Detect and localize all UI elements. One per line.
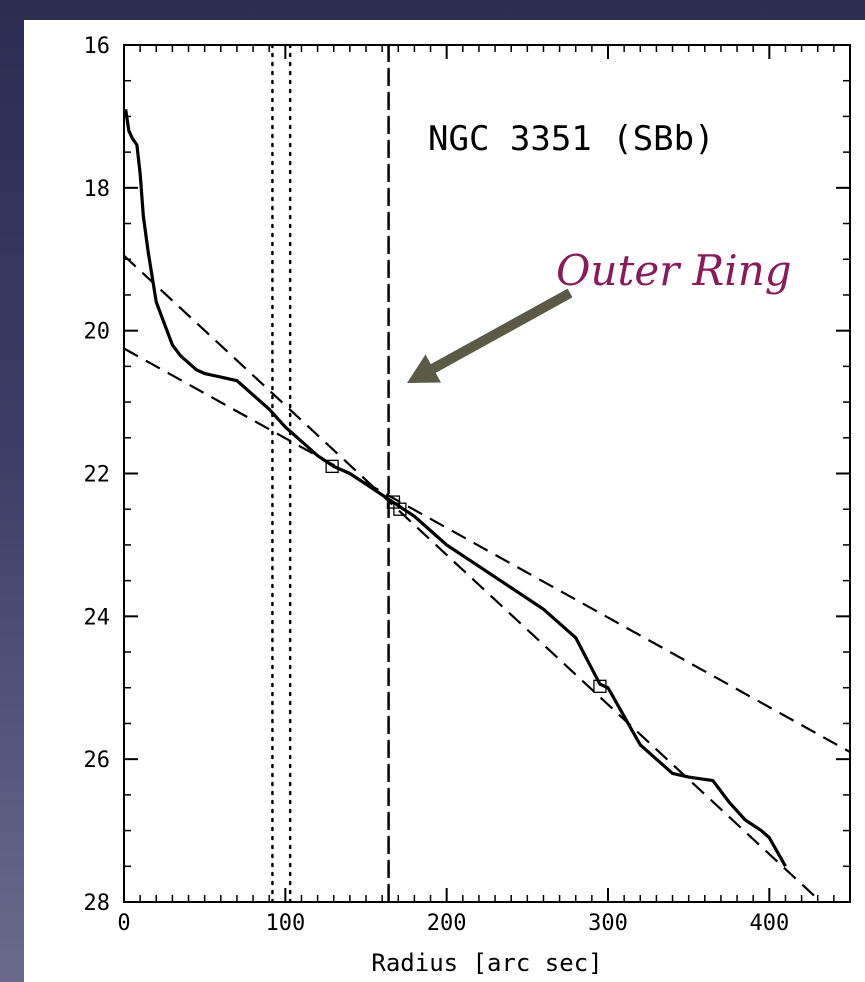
data-point-marker xyxy=(593,679,607,693)
x-tick-label: 200 xyxy=(427,911,467,936)
y-tick-label: 20 xyxy=(84,320,111,345)
chart-panel: 0 100 200 300 400 16 18 20 22 24 26 28 NGC 3351 (SB… xyxy=(24,20,865,982)
y-tick-label: 22 xyxy=(84,463,111,488)
outer-ring-arrow-icon xyxy=(407,288,573,383)
x-tick-label: 400 xyxy=(749,911,789,936)
x-tick-label: 300 xyxy=(588,911,628,936)
y-tick-label: 18 xyxy=(84,177,111,202)
outer-ring-label: Outer Ring xyxy=(556,246,792,295)
chart-title: NGC 3351 (SBb) xyxy=(428,119,715,159)
profile-series-line xyxy=(124,109,787,868)
data-point-marker xyxy=(325,459,339,474)
fit-series-line-1 xyxy=(124,347,850,753)
outer-ring-annotation: Outer Ring xyxy=(407,246,792,383)
data-point-marker xyxy=(393,502,407,516)
surface-brightness-plot: 0 100 200 300 400 16 18 20 22 24 26 28 NGC 3351 (SB… xyxy=(84,34,851,977)
plot-frame xyxy=(123,44,851,903)
fit-series-line-2 xyxy=(124,254,822,902)
y-tick-label: 16 xyxy=(84,34,111,59)
y-tick-label: 26 xyxy=(84,748,111,773)
y-tick-label: 28 xyxy=(84,891,111,916)
y-tick-label: 24 xyxy=(84,605,111,630)
x-tick-label: 0 xyxy=(117,911,130,936)
x-axis-title: Radius [arc sec] xyxy=(371,949,602,977)
x-tick-label: 100 xyxy=(265,911,305,936)
